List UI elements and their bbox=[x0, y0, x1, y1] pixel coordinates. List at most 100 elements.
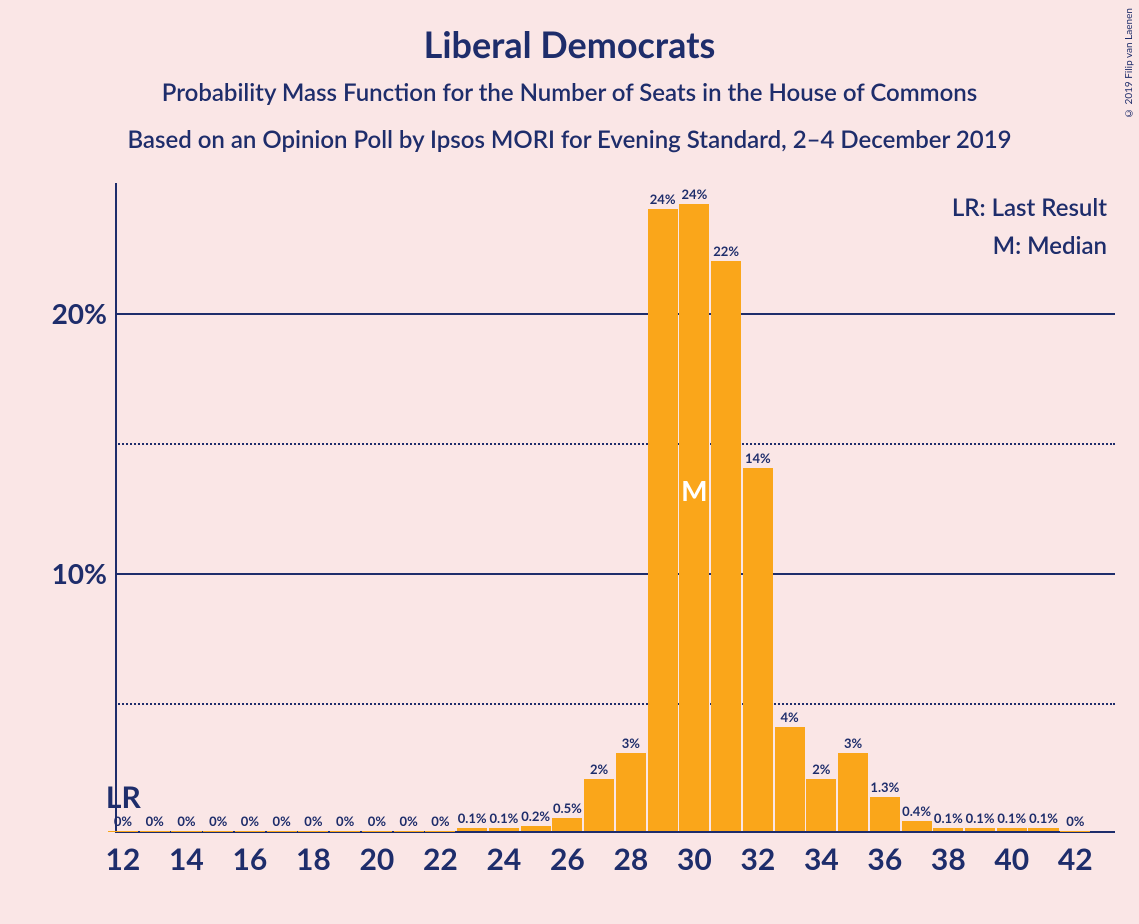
bar-value-label: 0.2% bbox=[521, 808, 550, 824]
bar bbox=[552, 818, 582, 831]
bar bbox=[1028, 828, 1058, 831]
bar bbox=[997, 828, 1027, 831]
bar-slot: 0% bbox=[362, 831, 392, 832]
bar-value-label: 22% bbox=[713, 243, 739, 259]
x-tick-label: 20 bbox=[359, 841, 394, 877]
bar bbox=[870, 797, 900, 831]
bar-slot: 0% bbox=[203, 831, 233, 832]
bar-value-label: 4% bbox=[780, 709, 798, 725]
x-tick-label: 26 bbox=[550, 841, 585, 877]
bar bbox=[521, 826, 551, 831]
bar-slot: 0% bbox=[1060, 831, 1090, 832]
bar-value-label: 2% bbox=[812, 761, 830, 777]
bar-value-label: 0.1% bbox=[1029, 810, 1058, 826]
bar-slot: 0.5% bbox=[552, 818, 582, 831]
bar-value-label: 0% bbox=[241, 813, 259, 829]
bar bbox=[616, 753, 646, 831]
bar bbox=[298, 831, 328, 832]
bar-slot: 22% bbox=[711, 261, 741, 831]
bar-value-label: 0% bbox=[273, 813, 291, 829]
bar bbox=[394, 831, 424, 832]
bar bbox=[775, 727, 805, 831]
x-tick-label: 24 bbox=[486, 841, 521, 877]
bar bbox=[362, 831, 392, 832]
bar-slot: 0% bbox=[298, 831, 328, 832]
bar-slot: 1.3% bbox=[870, 797, 900, 831]
bar bbox=[743, 468, 773, 831]
bar-value-label: 24% bbox=[681, 186, 707, 202]
bar-slot: 2% bbox=[806, 779, 836, 831]
bar-slot: 14% bbox=[743, 468, 773, 831]
x-tick-label: 40 bbox=[994, 841, 1029, 877]
bar bbox=[267, 831, 297, 832]
bar bbox=[679, 204, 709, 831]
bar-slot: 2% bbox=[584, 779, 614, 831]
bar-slot: 0% bbox=[235, 831, 265, 832]
bar-value-label: 0% bbox=[146, 813, 164, 829]
bar-value-label: 0% bbox=[209, 813, 227, 829]
bar-value-label: 0.1% bbox=[458, 810, 487, 826]
bar-value-label: 0.1% bbox=[489, 810, 518, 826]
bar-value-label: 0.1% bbox=[966, 810, 995, 826]
bar bbox=[425, 831, 455, 832]
bar-slot: 0.2% bbox=[521, 826, 551, 831]
bar-slot: 24% bbox=[679, 204, 709, 831]
bar bbox=[171, 831, 201, 832]
bar-slot: 4% bbox=[775, 727, 805, 831]
chart-container: Liberal Democrats Probability Mass Funct… bbox=[0, 0, 1139, 924]
bar bbox=[965, 828, 995, 831]
bar bbox=[584, 779, 614, 831]
x-tick-label: 36 bbox=[867, 841, 902, 877]
bar-value-label: 0% bbox=[1066, 813, 1084, 829]
bar-value-label: 1.3% bbox=[870, 779, 899, 795]
bar-value-label: 0% bbox=[336, 813, 354, 829]
x-tick-label: 28 bbox=[613, 841, 648, 877]
bar bbox=[203, 831, 233, 832]
bar-value-label: 0% bbox=[400, 813, 418, 829]
bar-slot: 3% bbox=[838, 753, 868, 831]
bar-value-label: 0.4% bbox=[902, 803, 931, 819]
bar-slot: 0% bbox=[108, 831, 138, 832]
x-tick-label: 38 bbox=[931, 841, 966, 877]
chart-subtitle-1: Probability Mass Function for the Number… bbox=[0, 78, 1139, 107]
bar-slot: 0.1% bbox=[997, 828, 1027, 831]
x-tick-label: 22 bbox=[423, 841, 458, 877]
bar-slot: 0% bbox=[394, 831, 424, 832]
bar-value-label: 3% bbox=[622, 735, 640, 751]
bar-slot: 0.1% bbox=[457, 828, 487, 831]
x-tick-label: 32 bbox=[740, 841, 775, 877]
lr-marker: LR bbox=[106, 779, 141, 815]
bar-slot: 0.4% bbox=[902, 821, 932, 831]
bar bbox=[140, 831, 170, 832]
copyright-text: © 2019 Filip van Laenen bbox=[1123, 8, 1135, 119]
chart-title: Liberal Democrats bbox=[0, 0, 1139, 66]
bar-value-label: 3% bbox=[844, 735, 862, 751]
bar bbox=[1060, 831, 1090, 832]
bar-value-label: 0.1% bbox=[997, 810, 1026, 826]
bar bbox=[711, 261, 741, 831]
bar-slot: 0% bbox=[267, 831, 297, 832]
bar bbox=[457, 828, 487, 831]
x-tick-label: 18 bbox=[296, 841, 331, 877]
bar-slot: 0% bbox=[425, 831, 455, 832]
bar bbox=[489, 828, 519, 831]
x-axis bbox=[115, 831, 1115, 833]
bar bbox=[902, 821, 932, 831]
bar bbox=[838, 753, 868, 831]
bar-value-label: 0.5% bbox=[553, 800, 582, 816]
bar-slot: 0.1% bbox=[933, 828, 963, 831]
bar-value-label: 0% bbox=[368, 813, 386, 829]
bar-value-label: 0% bbox=[304, 813, 322, 829]
bar-slot: 0.1% bbox=[1028, 828, 1058, 831]
bar-slot: 24% bbox=[648, 209, 678, 831]
x-tick-label: 34 bbox=[804, 841, 839, 877]
y-tick-label: 10% bbox=[52, 556, 107, 590]
bar-slot: 0% bbox=[171, 831, 201, 832]
bar bbox=[235, 831, 265, 832]
bar-value-label: 2% bbox=[590, 761, 608, 777]
bar bbox=[330, 831, 360, 832]
bar bbox=[933, 828, 963, 831]
bar-value-label: 24% bbox=[650, 191, 676, 207]
bar bbox=[108, 831, 138, 832]
bar-slot: 0.1% bbox=[489, 828, 519, 831]
